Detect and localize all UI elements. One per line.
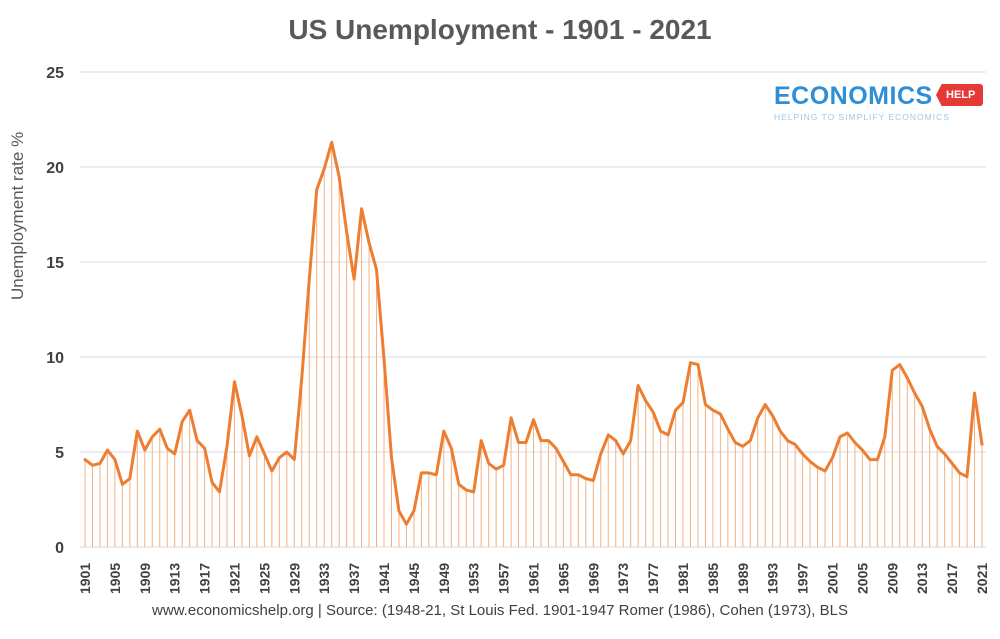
x-tick-label: 1941: [376, 563, 392, 594]
y-tick-label: 20: [46, 160, 64, 177]
gridlines: [80, 71, 986, 548]
x-tick-label: 1997: [795, 563, 811, 594]
y-tick-label: 5: [55, 445, 64, 462]
series-line-layer: [83, 140, 984, 526]
logo-wordmark: ECONOMICS: [774, 82, 933, 110]
x-tick-label: 1957: [496, 563, 512, 594]
x-tick-label: 2017: [944, 563, 960, 594]
y-axis-label: Unemployment rate %: [8, 132, 28, 300]
x-tick-label: 1901: [77, 563, 93, 594]
logo-tag-badge: HELP: [936, 84, 984, 106]
x-tick-label: 1953: [466, 563, 482, 594]
x-tick-label: 1921: [227, 563, 243, 594]
x-tick-label: 1917: [197, 563, 213, 594]
x-tick-label: 2005: [854, 563, 870, 594]
economicshelp-logo: ECONOMICS HELP HELPING TO SIMPLIFY ECONO…: [774, 82, 994, 124]
x-tick-label: 2001: [825, 563, 841, 594]
x-tick-label: 1969: [585, 563, 601, 594]
x-tick-label: 1981: [675, 563, 691, 594]
x-tick-label: 1973: [615, 563, 631, 594]
logo-tagline: HELPING TO SIMPLIFY ECONOMICS: [774, 112, 950, 122]
x-tick-label: 1961: [526, 563, 542, 594]
x-tick-label: 2009: [884, 563, 900, 594]
x-tick-label: 1905: [107, 563, 123, 594]
drop-lines: [84, 142, 983, 547]
y-tick-label: 0: [55, 540, 64, 557]
x-tick-label: 1933: [316, 563, 332, 594]
x-tick-label: 2013: [914, 563, 930, 594]
y-tick-label: 15: [46, 255, 64, 272]
x-tick-label: 1929: [286, 563, 302, 594]
x-tick-label: 1977: [645, 563, 661, 594]
series-line: [83, 140, 984, 526]
x-axis-ticks: 1901 1905 1909 1913 1917 1921 1925 1929 1933 1937…: [77, 563, 990, 594]
y-axis-label-text: Unemployment rate %: [8, 131, 27, 300]
x-tick-label: 1909: [137, 563, 153, 594]
x-tick-label: 1925: [256, 563, 272, 594]
y-tick-label: 10: [46, 350, 64, 367]
x-tick-label: 1913: [167, 563, 183, 594]
x-tick-label: 1965: [555, 563, 571, 594]
x-tick-label: 1993: [765, 563, 781, 594]
x-tick-label: 1945: [406, 563, 422, 594]
y-tick-label: 25: [46, 65, 64, 82]
x-tick-label: 1985: [705, 563, 721, 594]
source-note: www.economicshelp.org | Source: (1948-21…: [152, 602, 848, 619]
x-tick-label: 2021: [974, 563, 990, 594]
x-tick-label: 1937: [346, 563, 362, 594]
chart-title: US Unemployment - 1901 - 2021: [288, 14, 712, 45]
x-tick-label: 1949: [436, 563, 452, 594]
x-tick-label: 1989: [735, 563, 751, 594]
y-axis-ticks: 0 5 10 15 20 25: [46, 65, 64, 557]
